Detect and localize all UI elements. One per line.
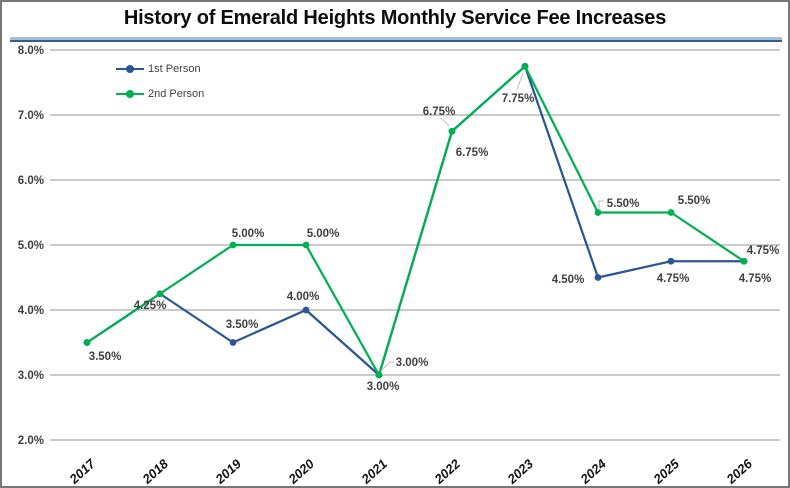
x-axis-tick-label: 2018: [139, 456, 172, 488]
legend-marker-icon: [126, 90, 134, 98]
y-axis-tick-label: 4.0%: [18, 305, 44, 317]
legend-marker-icon: [126, 65, 134, 73]
legend-item-1st-person: 1st Person: [115, 63, 204, 75]
series-line-2nd-person: [86, 65, 745, 377]
data-label: 7.75%: [502, 93, 535, 105]
x-axis-tick-label: 2021: [358, 456, 390, 487]
data-point-marker: [667, 257, 675, 265]
title-underline-rule: [10, 37, 782, 42]
data-label: 3.50%: [89, 351, 122, 363]
data-label: 4.75%: [657, 273, 690, 285]
x-axis-tick-label: 2026: [723, 456, 756, 488]
data-label: 3.00%: [396, 357, 429, 369]
x-axis-tick-label: 2025: [650, 456, 683, 488]
x-axis-tick-label: 2023: [504, 456, 537, 488]
y-axis-tick-label: 2.0%: [18, 435, 44, 447]
data-point-marker: [229, 339, 237, 346]
legend-swatch-1st-person: [116, 65, 144, 73]
data-label: 6.75%: [423, 106, 456, 118]
y-axis-tick-label: 6.0%: [18, 175, 44, 187]
data-label: 4.75%: [739, 273, 772, 285]
y-axis-tick-label: 8.0%: [18, 45, 44, 57]
data-label: 4.75%: [747, 245, 780, 257]
data-point-marker: [302, 241, 310, 249]
data-label: 5.00%: [232, 228, 265, 240]
data-label: 5.00%: [307, 228, 340, 240]
series-line-1st-person: [86, 65, 744, 377]
data-point-marker: [229, 241, 237, 249]
legend-label: 2nd Person: [148, 88, 205, 100]
label-leader-line: [440, 117, 450, 127]
label-leader-line: [380, 361, 394, 372]
label-leader-line: [598, 200, 604, 209]
y-axis-tick-label: 3.0%: [18, 370, 44, 382]
x-axis-tick-label: 2020: [285, 456, 318, 488]
data-point-marker: [448, 127, 456, 135]
data-point-marker: [156, 290, 164, 298]
data-point-marker: [740, 257, 748, 265]
legend: 1st Person 2nd Person: [115, 63, 204, 100]
legend-item-2nd-person: 2nd Person: [115, 88, 204, 100]
y-axis-tick-label: 5.0%: [18, 240, 44, 252]
data-label: 5.50%: [678, 195, 711, 207]
x-axis-tick-label: 2024: [577, 456, 610, 488]
data-label: 4.25%: [134, 300, 167, 312]
data-point-marker: [83, 339, 91, 346]
data-label: 4.50%: [552, 274, 585, 286]
data-point-marker: [521, 62, 529, 70]
x-axis-tick-label: 2017: [66, 456, 99, 488]
x-axis-tick-label: 2022: [431, 456, 464, 488]
label-leader-line: [516, 72, 524, 91]
data-label: 5.50%: [607, 198, 640, 210]
data-label: 3.50%: [226, 319, 259, 331]
data-point-marker: [375, 371, 383, 379]
data-label: 6.75%: [456, 147, 489, 159]
data-point-marker: [594, 274, 602, 281]
data-point-marker: [667, 209, 675, 216]
y-axis-tick-label: 7.0%: [18, 110, 44, 122]
data-label: 3.00%: [367, 381, 400, 393]
data-point-marker: [594, 209, 602, 216]
data-point-marker: [302, 306, 310, 314]
data-label: 4.00%: [287, 291, 320, 303]
legend-swatch-2nd-person: [116, 90, 144, 98]
legend-label: 1st Person: [148, 63, 201, 75]
x-axis-tick-label: 2019: [212, 456, 245, 488]
chart-title: History of Emerald Heights Monthly Servi…: [123, 7, 667, 29]
